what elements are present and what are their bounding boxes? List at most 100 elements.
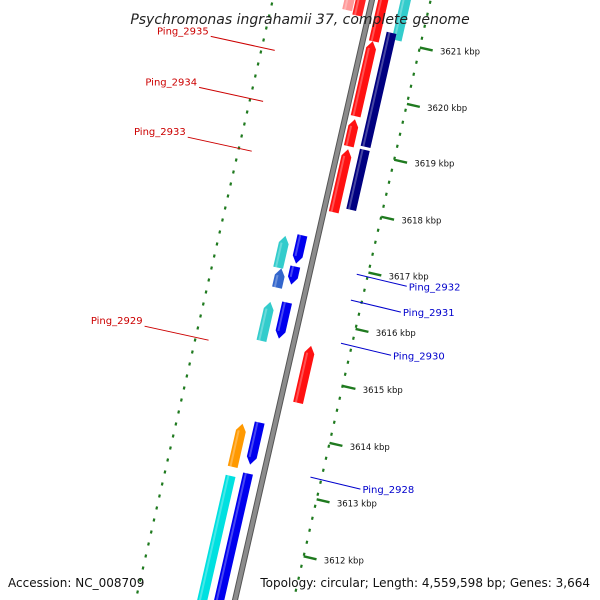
scale-tick-mark bbox=[342, 384, 356, 391]
right-track-tick bbox=[354, 324, 358, 328]
left-track-tick bbox=[190, 350, 194, 354]
gene-arrow bbox=[352, 0, 366, 17]
left-track-tick bbox=[136, 590, 139, 594]
left-track-tick bbox=[179, 398, 183, 402]
scale-tick: 3619 kbp bbox=[393, 158, 454, 170]
gene-feature bbox=[275, 301, 292, 339]
gene-highlight bbox=[215, 472, 247, 600]
scale-tick: 3613 kbp bbox=[316, 498, 377, 509]
gene-highlight bbox=[198, 475, 230, 600]
left-track-tick bbox=[221, 218, 224, 222]
right-track-tick bbox=[319, 480, 322, 484]
scale-tick-mark bbox=[329, 441, 343, 448]
gene-arrow bbox=[292, 234, 308, 264]
gene-feature bbox=[346, 148, 370, 211]
left-track-tick bbox=[158, 494, 161, 498]
scale-tick-label: 3618 kbp bbox=[401, 217, 441, 227]
left-track-tick bbox=[188, 362, 192, 366]
right-track-tick bbox=[338, 396, 342, 400]
gene-feature bbox=[391, 0, 411, 42]
left-track-tick bbox=[152, 518, 156, 522]
left-track-tick bbox=[264, 26, 268, 30]
right-track-tick bbox=[384, 192, 388, 196]
gene-feature bbox=[273, 235, 289, 269]
left-track-tick bbox=[245, 110, 249, 114]
gene-feature bbox=[214, 472, 253, 600]
left-track-tick bbox=[262, 38, 266, 42]
scale-tick-mark bbox=[368, 271, 382, 277]
right-track-tick bbox=[368, 264, 372, 268]
gene-label-right: Ping_2928 bbox=[310, 476, 414, 496]
gene-label-left: Ping_2934 bbox=[145, 77, 264, 102]
right-track-tick bbox=[362, 288, 366, 292]
right-track-tick bbox=[302, 552, 306, 556]
gene-label-right: Ping_2930 bbox=[340, 342, 445, 362]
gene-feature bbox=[197, 474, 236, 600]
gene-feature bbox=[350, 41, 376, 118]
gene-feature bbox=[292, 234, 308, 264]
leader-line bbox=[210, 35, 275, 51]
right-track-tick bbox=[376, 228, 380, 232]
right-track-tick bbox=[313, 504, 317, 508]
left-track-tick bbox=[259, 50, 263, 54]
right-track-tick bbox=[308, 528, 312, 532]
scale-tick-label: 3612 kbp bbox=[324, 556, 364, 566]
scale-tick: 3620 kbp bbox=[406, 102, 467, 114]
leader-line bbox=[198, 86, 264, 102]
scale-tick: 3616 kbp bbox=[355, 327, 416, 339]
gene-highlight bbox=[345, 125, 353, 146]
left-track-tick bbox=[193, 338, 197, 342]
gene-arrow bbox=[342, 0, 355, 12]
gene-label-text: Ping_2935 bbox=[157, 26, 209, 37]
gene-highlight bbox=[370, 0, 383, 42]
gene-arrow bbox=[391, 0, 411, 42]
left-track-tick bbox=[207, 278, 211, 282]
scale-tick-mark bbox=[316, 498, 330, 504]
gene-feature bbox=[272, 268, 285, 289]
gene-label-text: Ping_2934 bbox=[145, 77, 197, 88]
right-track-tick bbox=[343, 372, 347, 376]
gene-feature bbox=[343, 119, 359, 148]
right-track-tick bbox=[423, 24, 427, 28]
gene-label-left: Ping_2935 bbox=[157, 26, 275, 51]
gene-feature bbox=[227, 423, 246, 469]
left-track-tick bbox=[199, 314, 202, 318]
gene-label-right: Ping_2932 bbox=[356, 273, 461, 293]
right-track-tick bbox=[409, 84, 413, 88]
gene-labels: Ping_2935 Ping_2934 Ping_2933 Ping_2929 Ping… bbox=[91, 26, 461, 496]
scale-ticks: 3621 kbp 3620 kbp 3619 kbp 3618 kbp 3617 kbp… bbox=[303, 46, 480, 566]
gene-label-text: Ping_2932 bbox=[409, 282, 461, 293]
leader-line bbox=[350, 299, 401, 313]
left-track-tick bbox=[218, 230, 222, 234]
right-track-tick bbox=[324, 456, 328, 460]
gene-arrow bbox=[227, 423, 246, 469]
left-track-tick bbox=[177, 410, 181, 414]
gene-highlight bbox=[352, 47, 370, 116]
gene-feature bbox=[360, 31, 397, 148]
left-track-tick bbox=[253, 74, 257, 78]
gene-feature bbox=[293, 345, 315, 405]
left-track-tick bbox=[147, 542, 150, 546]
left-track-tick bbox=[234, 158, 238, 162]
gene-highlight bbox=[273, 274, 279, 288]
right-track-tick bbox=[321, 468, 325, 472]
left-track-tick bbox=[182, 386, 186, 390]
left-track-tick bbox=[149, 530, 153, 534]
gene-arrow bbox=[246, 421, 265, 465]
left-track-tick bbox=[155, 506, 159, 510]
right-track-tick bbox=[357, 312, 361, 316]
left-track-tick bbox=[201, 302, 205, 306]
gene-label-text: Ping_2930 bbox=[393, 351, 445, 362]
right-track-tick bbox=[346, 360, 350, 364]
right-track-tick bbox=[412, 72, 416, 76]
gene-arrow bbox=[346, 148, 370, 211]
left-track-tick bbox=[212, 254, 216, 258]
gene-highlight bbox=[277, 301, 286, 332]
gene-arrow bbox=[197, 474, 236, 600]
gene-label-text: Ping_2933 bbox=[134, 127, 186, 138]
right-track-tick bbox=[327, 444, 331, 448]
left-track-tick bbox=[210, 266, 213, 270]
gene-label-text: Ping_2931 bbox=[403, 308, 455, 319]
right-track-tick bbox=[349, 348, 353, 352]
gene-highlight bbox=[258, 308, 268, 341]
